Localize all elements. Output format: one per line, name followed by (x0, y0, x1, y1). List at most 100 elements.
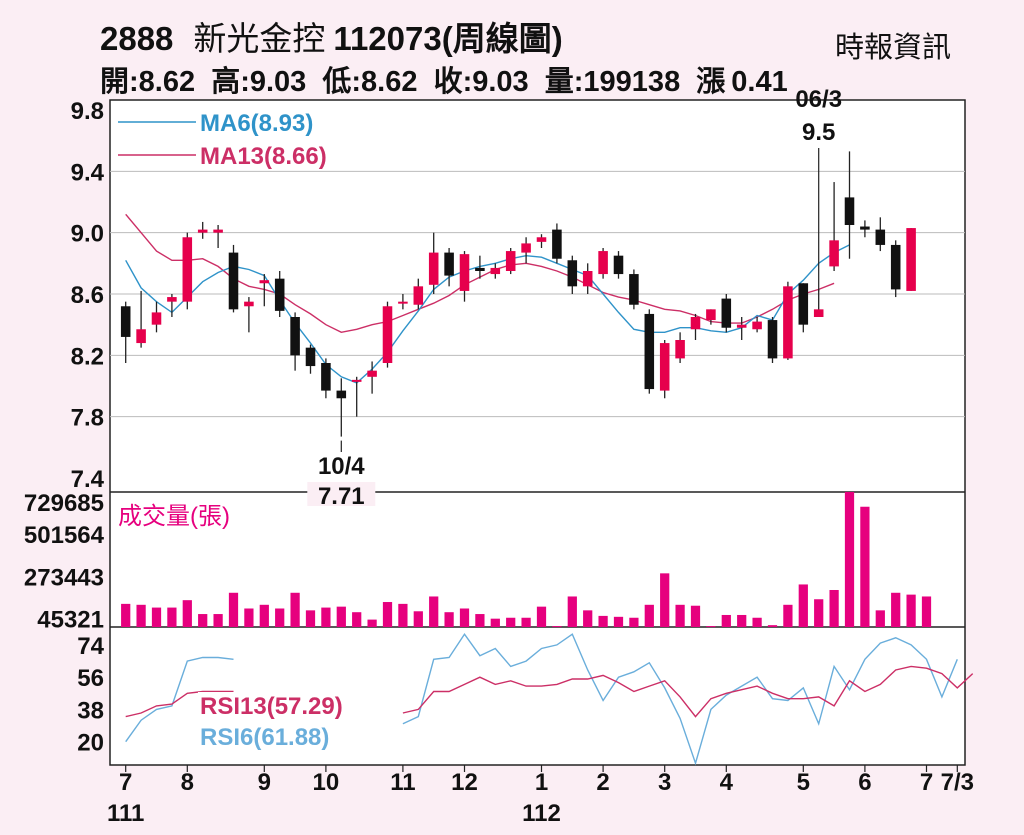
candle-up (690, 317, 701, 330)
volume-bar (352, 612, 362, 627)
volume-bar (475, 614, 485, 627)
x-tick-label: 9 (258, 769, 271, 796)
volume-bar (182, 600, 192, 627)
candle-up (351, 379, 362, 382)
volume-bar (660, 573, 670, 627)
candle-up (382, 306, 393, 363)
price-tick-label: 9.0 (71, 221, 104, 248)
volume-bar (336, 606, 346, 627)
year-label: 111 (107, 800, 144, 827)
volume-bar (444, 612, 454, 627)
candle-down (274, 278, 285, 311)
candle-up (675, 340, 685, 359)
candle-up (829, 240, 839, 267)
annotation-backdrop (307, 482, 376, 506)
x-tick-label: 1 (535, 769, 548, 796)
volume-bar (552, 626, 562, 628)
x-tick-label: 12 (451, 769, 478, 796)
volume-bar (506, 617, 516, 627)
candle-up (213, 229, 223, 233)
volume-bar (244, 608, 254, 627)
year-label: 112 (522, 800, 561, 827)
volume-bar (536, 606, 547, 627)
volume-tick-label: 501564 (24, 522, 105, 549)
candle-down (552, 229, 562, 259)
annotation-date: 10/4 (318, 453, 365, 480)
candle-up (598, 251, 608, 275)
volume-bar (121, 603, 131, 627)
annotation-value: 9.5 (802, 119, 835, 146)
rsi-tick-label: 20 (77, 730, 104, 757)
price-tick-label: 9.8 (71, 98, 104, 125)
rsi-tick-label: 56 (77, 665, 104, 692)
volume-bar (305, 610, 316, 627)
volume-bar (398, 603, 408, 627)
ma6-legend-label: MA6(8.93) (200, 110, 313, 137)
x-tick-label: 10 (313, 769, 340, 796)
candle-down (290, 317, 300, 356)
volume-bar (675, 604, 685, 627)
volume-bar (136, 604, 146, 627)
volume-bar (259, 604, 269, 627)
ma6-line (125, 244, 850, 384)
x-tick-label: 7 (119, 769, 132, 796)
rsi13-legend-label: RSI13(57.29) (200, 693, 343, 720)
candle-up (244, 301, 254, 307)
candle-down (475, 267, 485, 271)
candle-up (521, 243, 531, 253)
candle-down (844, 197, 855, 225)
x-tick-label: 11 (390, 769, 415, 796)
candle-down (860, 226, 870, 230)
candle-down (305, 347, 316, 367)
price-tick-label: 9.4 (71, 159, 105, 186)
volume-label: 成交量(張) (118, 503, 230, 530)
volume-bar (752, 617, 762, 627)
volume-bar (875, 610, 885, 627)
x-tick-label: 2 (596, 769, 609, 796)
price-tick-label: 7.8 (71, 405, 104, 432)
candle-down (875, 229, 886, 245)
volume-bar (690, 605, 701, 627)
candle-up (783, 286, 793, 359)
candle-up (490, 267, 501, 275)
volume-bar (921, 596, 932, 627)
chart-title: 2888 新光金控 112073(周線圖) (100, 12, 563, 60)
candle-down (890, 244, 901, 290)
candle-down (321, 363, 331, 391)
volume-bar (275, 608, 285, 627)
volume-bar (706, 626, 716, 628)
candle-down (798, 283, 809, 325)
volume-bar (767, 625, 778, 627)
volume-bar (891, 592, 901, 627)
x-tick-label: 3 (658, 769, 671, 796)
volume-bar (198, 614, 208, 627)
volume-tick-label: 729685 (24, 490, 104, 517)
stock-name: 新光金控 (193, 20, 326, 57)
change-quote: 漲 0.41 (696, 66, 788, 98)
volume-bar (783, 604, 793, 627)
candle-down (120, 306, 131, 337)
volume-bar (629, 617, 639, 627)
volume-bar (490, 618, 500, 627)
rsi13-line (125, 665, 974, 718)
candle-down (721, 298, 732, 328)
volume-bar (429, 596, 439, 627)
candle-up (659, 343, 670, 391)
candle-up (582, 271, 593, 287)
volume-bar (798, 584, 808, 627)
x-tick-label: 6 (858, 769, 871, 796)
volume-bar (829, 589, 839, 627)
x-tick-label: 5 (797, 769, 810, 796)
x-tick-label: 7 (920, 769, 933, 796)
volume-bar (167, 607, 177, 627)
volume-tick-label: 45321 (37, 607, 104, 634)
volume-bar (151, 607, 162, 627)
price-tick-label: 8.2 (71, 343, 104, 370)
candle-up (752, 321, 762, 330)
x-tick-label: 4 (720, 769, 734, 796)
volume-bar (213, 614, 223, 627)
volume-bar (521, 617, 531, 627)
volume-bar (613, 616, 624, 627)
candle-up (428, 252, 439, 285)
